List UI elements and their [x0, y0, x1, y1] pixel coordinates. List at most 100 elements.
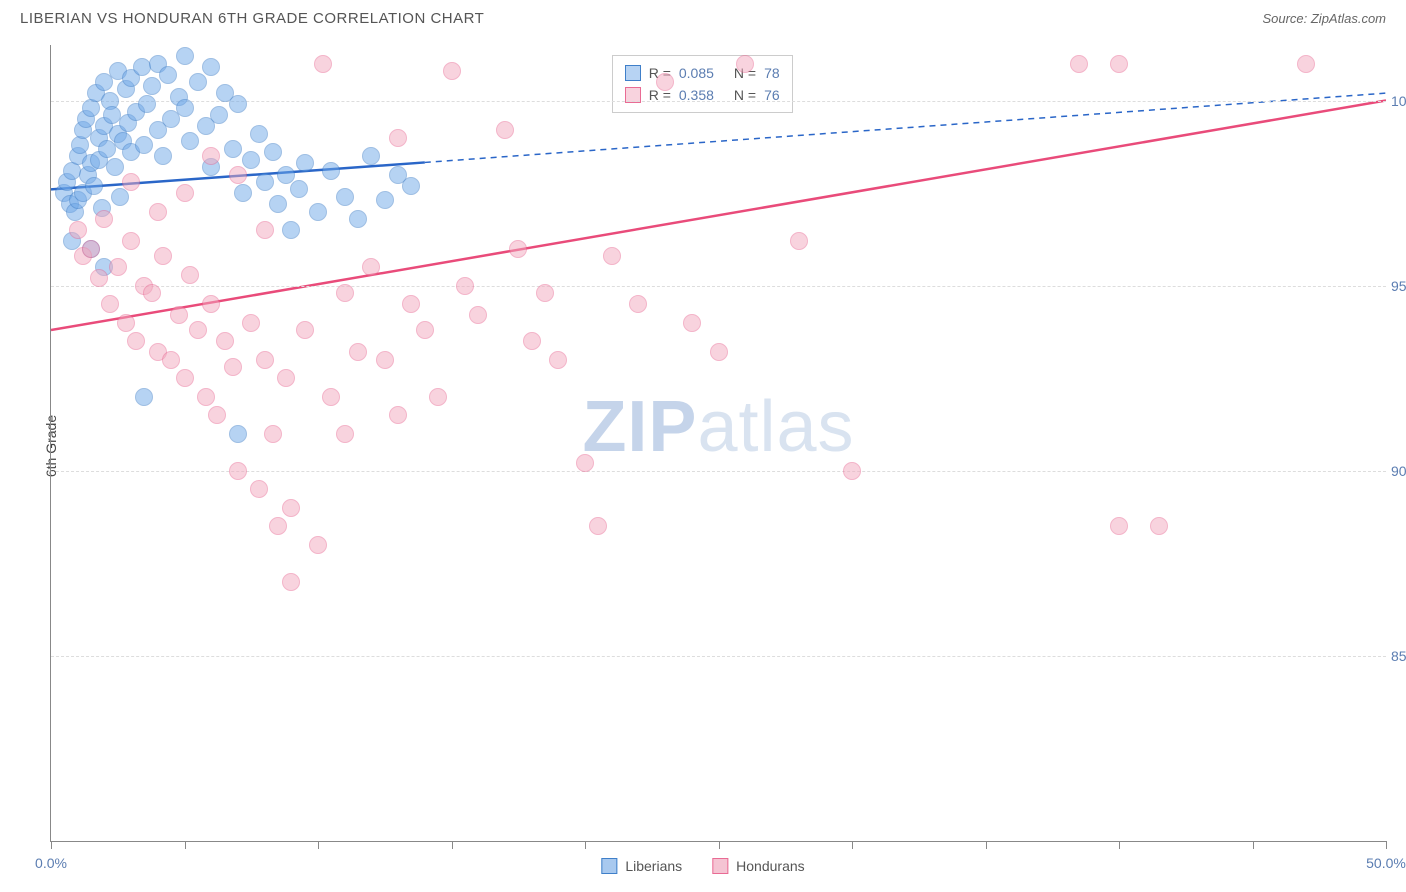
data-point: [95, 210, 113, 228]
data-point: [122, 173, 140, 191]
data-point: [402, 177, 420, 195]
gridline-h: [51, 471, 1386, 472]
data-point: [456, 277, 474, 295]
legend-row: R = 0.358N = 76: [625, 84, 780, 106]
xtick: [318, 841, 319, 849]
data-point: [1110, 517, 1128, 535]
data-point: [656, 73, 674, 91]
data-point: [509, 240, 527, 258]
ytick-label: 95.0%: [1391, 278, 1406, 294]
data-point: [189, 321, 207, 339]
data-point: [362, 258, 380, 276]
data-point: [82, 240, 100, 258]
xtick: [1119, 841, 1120, 849]
data-point: [264, 425, 282, 443]
gridline-h: [51, 101, 1386, 102]
data-point: [1110, 55, 1128, 73]
data-point: [210, 106, 228, 124]
data-point: [523, 332, 541, 350]
data-point: [282, 499, 300, 517]
data-point: [162, 351, 180, 369]
data-point: [589, 517, 607, 535]
source-label: Source: ZipAtlas.com: [1262, 11, 1386, 26]
data-point: [202, 147, 220, 165]
data-point: [154, 147, 172, 165]
data-point: [250, 125, 268, 143]
data-point: [376, 191, 394, 209]
data-point: [376, 351, 394, 369]
data-point: [202, 295, 220, 313]
data-point: [176, 184, 194, 202]
legend-swatch: [625, 65, 641, 81]
data-point: [181, 266, 199, 284]
data-point: [106, 158, 124, 176]
data-point: [710, 343, 728, 361]
gridline-h: [51, 656, 1386, 657]
xtick-label: 50.0%: [1366, 855, 1406, 871]
data-point: [117, 314, 135, 332]
data-point: [416, 321, 434, 339]
data-point: [309, 536, 327, 554]
data-point: [202, 58, 220, 76]
data-point: [536, 284, 554, 302]
legend-swatch: [712, 858, 728, 874]
data-point: [197, 388, 215, 406]
data-point: [322, 388, 340, 406]
data-point: [229, 425, 247, 443]
data-point: [224, 358, 242, 376]
data-point: [176, 369, 194, 387]
legend-item: Hondurans: [712, 858, 805, 874]
data-point: [122, 232, 140, 250]
legend-label: Hondurans: [736, 858, 805, 874]
data-point: [159, 66, 177, 84]
data-point: [1297, 55, 1315, 73]
data-point: [250, 480, 268, 498]
legend-label: Liberians: [625, 858, 682, 874]
data-point: [224, 140, 242, 158]
data-point: [85, 177, 103, 195]
data-point: [282, 221, 300, 239]
data-point: [277, 166, 295, 184]
data-point: [402, 295, 420, 313]
data-point: [176, 47, 194, 65]
series-legend: Liberians Hondurans: [601, 858, 804, 874]
data-point: [135, 136, 153, 154]
data-point: [469, 306, 487, 324]
data-point: [216, 332, 234, 350]
data-point: [143, 77, 161, 95]
xtick: [852, 841, 853, 849]
data-point: [314, 55, 332, 73]
data-point: [336, 425, 354, 443]
title-bar: LIBERIAN VS HONDURAN 6TH GRADE CORRELATI…: [0, 0, 1406, 33]
xtick: [51, 841, 52, 849]
data-point: [683, 314, 701, 332]
legend-row: R = 0.085N = 78: [625, 62, 780, 84]
data-point: [69, 221, 87, 239]
data-point: [143, 284, 161, 302]
data-point: [256, 173, 274, 191]
data-point: [296, 154, 314, 172]
chart-area: ZIPatlas R = 0.085N = 78R = 0.358N = 76 …: [50, 45, 1386, 842]
data-point: [1070, 55, 1088, 73]
data-point: [349, 343, 367, 361]
data-point: [429, 388, 447, 406]
data-point: [843, 462, 861, 480]
data-point: [229, 462, 247, 480]
data-point: [309, 203, 327, 221]
xtick-label: 0.0%: [35, 855, 67, 871]
data-point: [336, 188, 354, 206]
ytick-label: 100.0%: [1391, 93, 1406, 109]
xtick: [719, 841, 720, 849]
xtick: [986, 841, 987, 849]
data-point: [389, 406, 407, 424]
data-point: [154, 247, 172, 265]
data-point: [242, 151, 260, 169]
data-point: [256, 221, 274, 239]
xtick: [185, 841, 186, 849]
data-point: [90, 269, 108, 287]
data-point: [269, 517, 287, 535]
ytick-label: 90.0%: [1391, 463, 1406, 479]
data-point: [234, 184, 252, 202]
data-point: [229, 95, 247, 113]
data-point: [736, 55, 754, 73]
